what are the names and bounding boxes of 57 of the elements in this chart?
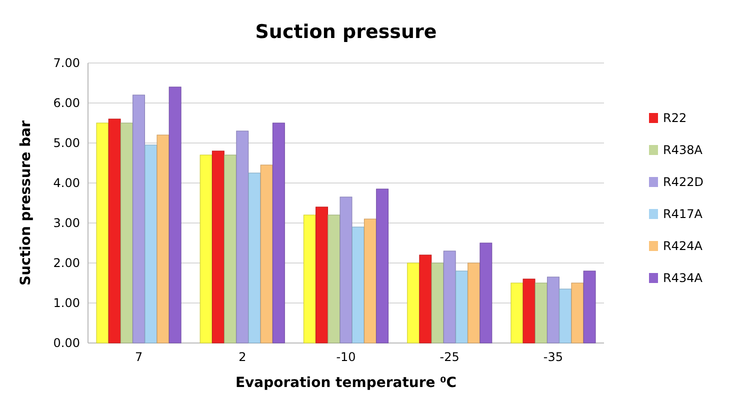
- x-tick-label: 7: [134, 350, 143, 364]
- legend-label: R22: [663, 111, 687, 126]
- bar: [156, 134, 170, 344]
- bar: [510, 282, 524, 344]
- bar: [583, 270, 596, 344]
- y-tick-label: 4.00: [53, 176, 80, 190]
- bar: [571, 282, 584, 344]
- y-tick-label: 0.00: [53, 336, 80, 350]
- bar: [168, 86, 182, 344]
- legend-label: R417A: [663, 207, 704, 222]
- bar: [303, 214, 316, 344]
- y-tick-label: 2.00: [53, 256, 80, 270]
- y-tick-label: 3.00: [53, 216, 80, 230]
- bar: [108, 118, 121, 344]
- bar: [455, 270, 468, 344]
- bar: [120, 122, 133, 344]
- bar: [364, 218, 376, 344]
- bar: [96, 122, 109, 344]
- bar: [248, 172, 261, 344]
- y-tick-label: 7.00: [53, 56, 80, 70]
- bar: [224, 154, 237, 344]
- x-tick-label: -10: [336, 350, 356, 364]
- bar: [431, 262, 444, 344]
- bar: [534, 282, 548, 344]
- bar: [559, 288, 572, 344]
- bar: [522, 278, 536, 344]
- bar: [419, 254, 432, 344]
- y-tick-label: 5.00: [53, 136, 80, 150]
- bar: [132, 94, 145, 344]
- legend-label: R422D: [663, 175, 704, 190]
- legend-label: R434A: [663, 271, 704, 286]
- x-axis-title: Evaporation temperature ⁰C: [235, 375, 457, 391]
- bar: [547, 276, 560, 344]
- chart-title: Suction pressure: [255, 21, 437, 43]
- bar: [200, 154, 212, 344]
- x-tick-label: -25: [440, 350, 460, 364]
- x-tick-label: -35: [543, 350, 564, 364]
- bar: [272, 122, 285, 344]
- bar: [407, 262, 420, 344]
- bar: [352, 226, 364, 344]
- bar: [480, 242, 492, 344]
- bar: [443, 250, 456, 344]
- bar: [260, 164, 273, 344]
- y-axis-title: Suction pressure bar: [18, 120, 34, 286]
- bar: [212, 150, 224, 344]
- bar: [468, 262, 480, 344]
- x-tick-label: 2: [238, 350, 246, 364]
- bar: [376, 188, 389, 344]
- y-tick-label: 1.00: [53, 296, 80, 310]
- bar: [316, 206, 328, 344]
- legend-label: R438A: [663, 143, 704, 158]
- bar: [144, 144, 158, 344]
- y-tick-label: 6.00: [53, 96, 80, 110]
- legend-label: R424A: [663, 239, 704, 254]
- bar: [340, 196, 352, 344]
- bar: [328, 214, 340, 344]
- bar: [236, 130, 249, 344]
